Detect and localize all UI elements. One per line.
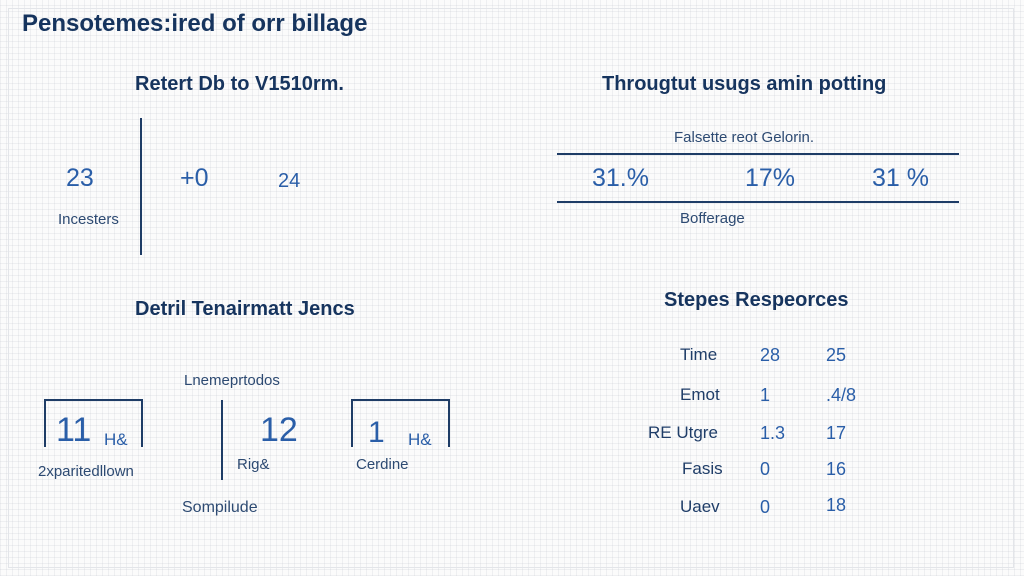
detail-bottom-label: Sompilude	[182, 499, 258, 516]
steps-row-value-2: 18	[826, 495, 847, 515]
steps-row-label: Time	[680, 345, 718, 364]
steps-row-label: Emot	[680, 385, 720, 404]
detail-box-1-unit: H&	[104, 430, 128, 449]
steps-row-label: RE Utgre	[648, 423, 718, 442]
steps-row-value-1: 28	[760, 345, 781, 365]
steps-row-value-2: 16	[826, 459, 847, 479]
detail-top-label: Lnemeprtodos	[184, 372, 280, 389]
detail-mid-label: Rig&	[237, 456, 270, 473]
steps-row-value-1: 0	[760, 459, 771, 479]
stat-alt-value: 24	[278, 170, 301, 192]
panel-throughput-heading: Througtut usugs amin potting	[602, 73, 887, 95]
detail-box-2-label: Cerdine	[356, 456, 409, 473]
stat-divider	[140, 118, 142, 255]
detail-divider	[221, 400, 223, 480]
dashboard-frame	[8, 8, 1014, 568]
steps-row-label: Fasis	[682, 459, 723, 478]
throughput-value-3: 31 %	[872, 164, 929, 192]
steps-row-value-2: .4/8	[826, 385, 857, 405]
steps-row-value-2: 25	[826, 345, 847, 365]
detail-mid-value: 12	[260, 411, 298, 449]
steps-row-value-1: 0	[760, 497, 771, 517]
detail-box-2-value: 1	[368, 416, 385, 449]
steps-row-value-2: 17	[826, 423, 847, 443]
detail-box-2-unit: H&	[408, 430, 432, 449]
steps-row-value-1: 1.3	[760, 423, 786, 443]
stat-delta-value: +0	[180, 164, 209, 192]
stat-main-value: 23	[66, 164, 94, 192]
detail-box-1-label: 2xparitedllown	[38, 463, 134, 480]
throughput-footer: Bofferage	[680, 210, 745, 227]
panel-steps-heading: Stepes Respeorces	[664, 289, 849, 311]
detail-box-2	[351, 399, 450, 447]
throughput-value-1: 31.%	[592, 164, 649, 192]
stat-main-label: Incesters	[58, 211, 119, 228]
detail-box-1-value: 11	[56, 411, 92, 449]
panel-detail-heading: Detril Tenairmatt Jencs	[135, 298, 355, 320]
page-title: Pensotemes:ired of orr billage	[22, 10, 368, 37]
panel-throughput-subtitle: Falsette reot Gelorin.	[674, 129, 815, 146]
steps-row-value-1: 1	[760, 385, 771, 405]
steps-row-label: Uaev	[680, 497, 720, 516]
throughput-top-rule	[557, 153, 959, 155]
panel-retert-heading: Retert Db to V1510rm.	[135, 73, 344, 95]
throughput-bottom-rule	[557, 201, 959, 203]
detail-box-1	[44, 399, 143, 447]
throughput-value-2: 17%	[745, 164, 796, 192]
